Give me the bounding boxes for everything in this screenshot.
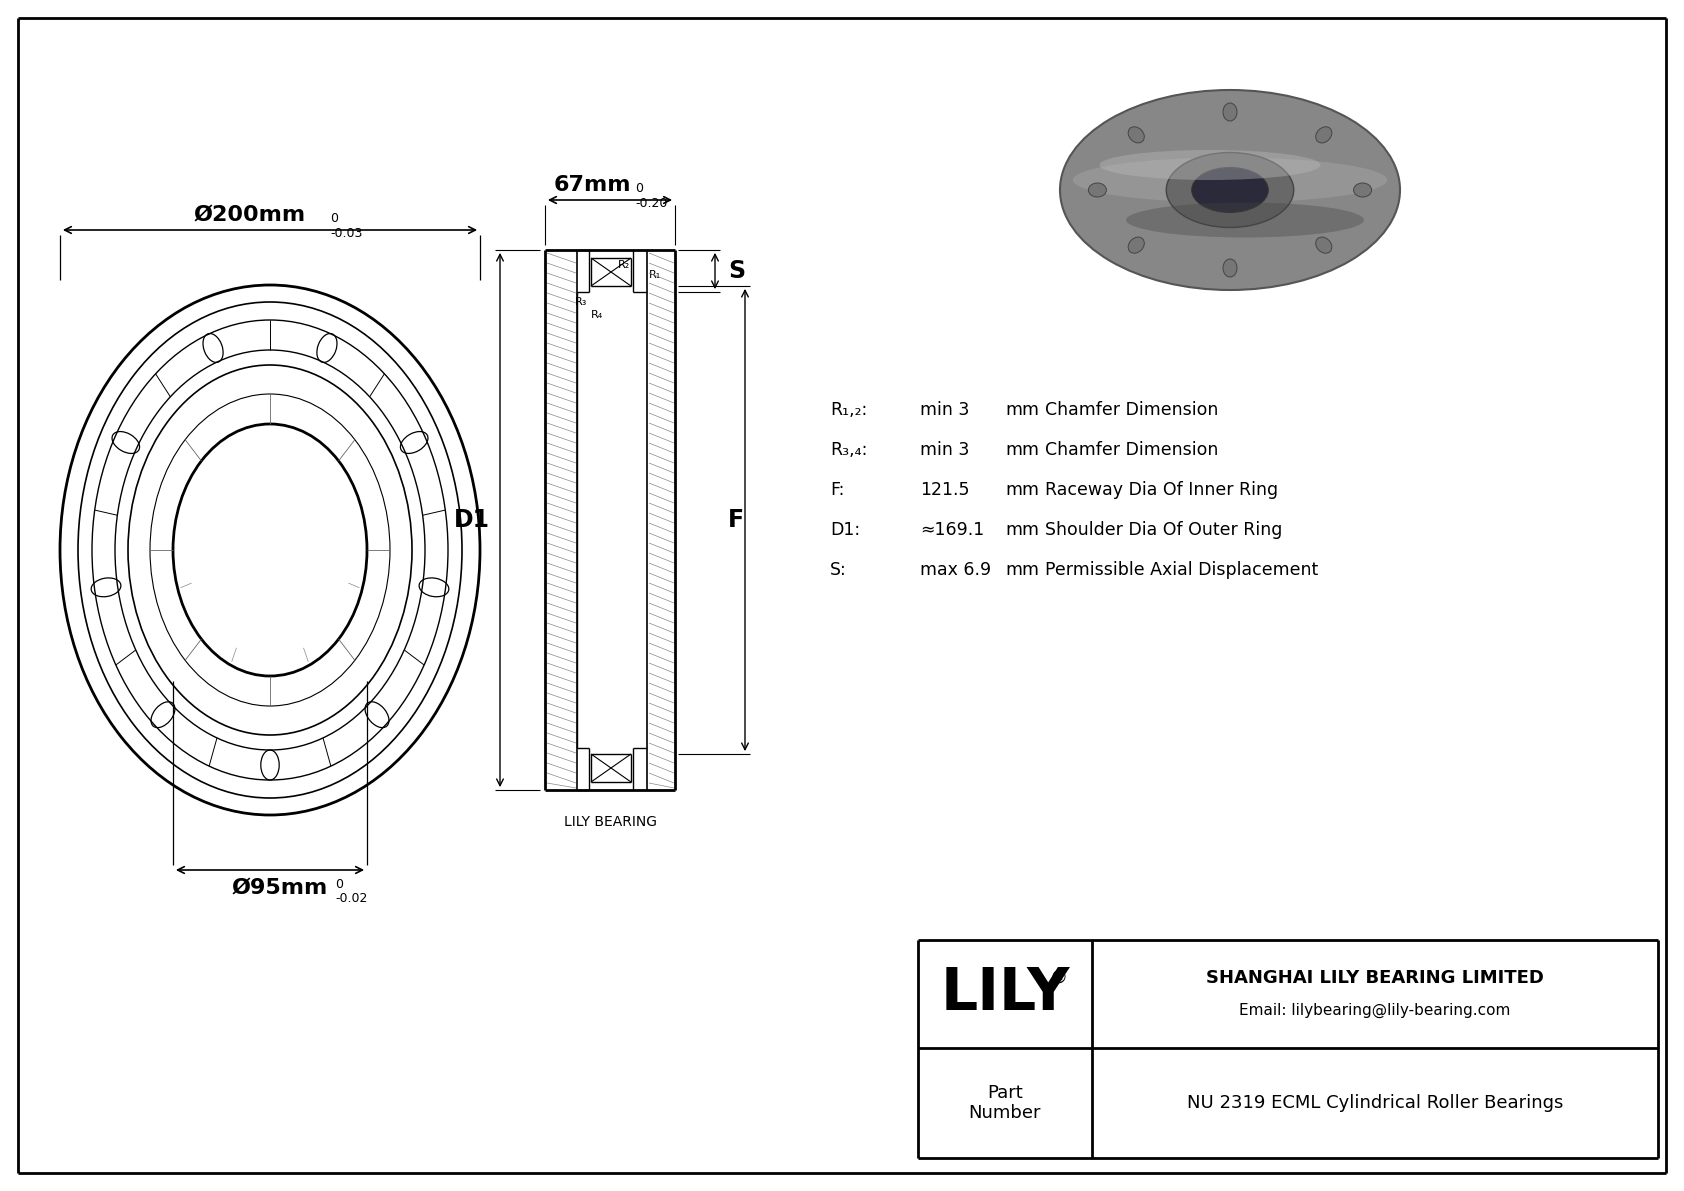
Ellipse shape bbox=[1223, 102, 1238, 121]
Ellipse shape bbox=[1128, 126, 1145, 143]
Text: Ø95mm: Ø95mm bbox=[232, 878, 328, 898]
Text: R₁: R₁ bbox=[648, 270, 662, 280]
Ellipse shape bbox=[1073, 157, 1388, 202]
Text: -0.20: -0.20 bbox=[635, 197, 667, 210]
Text: mm: mm bbox=[1005, 401, 1039, 419]
Text: max 6.9: max 6.9 bbox=[919, 561, 992, 579]
Text: Permissible Axial Displacement: Permissible Axial Displacement bbox=[1046, 561, 1319, 579]
Text: R₃,₄:: R₃,₄: bbox=[830, 441, 867, 459]
Text: Shoulder Dia Of Outer Ring: Shoulder Dia Of Outer Ring bbox=[1046, 520, 1283, 540]
Text: 67mm: 67mm bbox=[554, 175, 632, 195]
Text: -0.02: -0.02 bbox=[335, 892, 367, 905]
Text: D1: D1 bbox=[455, 509, 490, 532]
Text: mm: mm bbox=[1005, 441, 1039, 459]
Ellipse shape bbox=[1354, 183, 1371, 197]
Text: S: S bbox=[727, 258, 744, 283]
Ellipse shape bbox=[1059, 91, 1399, 289]
Text: ≈169.1: ≈169.1 bbox=[919, 520, 983, 540]
Ellipse shape bbox=[1315, 126, 1332, 143]
Text: min 3: min 3 bbox=[919, 401, 970, 419]
Text: Part
Number: Part Number bbox=[968, 1084, 1041, 1122]
Ellipse shape bbox=[1088, 183, 1106, 197]
Text: LILY BEARING: LILY BEARING bbox=[564, 815, 657, 829]
Text: SHANGHAI LILY BEARING LIMITED: SHANGHAI LILY BEARING LIMITED bbox=[1206, 969, 1544, 987]
Text: 0: 0 bbox=[635, 182, 643, 195]
Ellipse shape bbox=[1100, 150, 1320, 180]
Ellipse shape bbox=[1192, 168, 1268, 212]
Ellipse shape bbox=[1223, 258, 1238, 278]
Text: F: F bbox=[727, 509, 744, 532]
Text: R₃: R₃ bbox=[574, 297, 588, 307]
Text: 121.5: 121.5 bbox=[919, 481, 970, 499]
Text: D1:: D1: bbox=[830, 520, 861, 540]
Text: Chamfer Dimension: Chamfer Dimension bbox=[1046, 441, 1219, 459]
Ellipse shape bbox=[1128, 237, 1145, 254]
Text: R₂: R₂ bbox=[618, 260, 630, 270]
Ellipse shape bbox=[1167, 152, 1293, 227]
Text: R₁,₂:: R₁,₂: bbox=[830, 401, 867, 419]
Text: S:: S: bbox=[830, 561, 847, 579]
Text: min 3: min 3 bbox=[919, 441, 970, 459]
Text: 0: 0 bbox=[330, 212, 338, 225]
Text: mm: mm bbox=[1005, 561, 1039, 579]
Text: mm: mm bbox=[1005, 481, 1039, 499]
Text: LILY: LILY bbox=[940, 966, 1069, 1023]
Text: 0: 0 bbox=[335, 878, 344, 891]
Text: Raceway Dia Of Inner Ring: Raceway Dia Of Inner Ring bbox=[1046, 481, 1278, 499]
Text: NU 2319 ECML Cylindrical Roller Bearings: NU 2319 ECML Cylindrical Roller Bearings bbox=[1187, 1095, 1563, 1112]
Text: Chamfer Dimension: Chamfer Dimension bbox=[1046, 401, 1219, 419]
Text: Ø200mm: Ø200mm bbox=[194, 205, 306, 225]
Ellipse shape bbox=[1315, 237, 1332, 254]
Text: mm: mm bbox=[1005, 520, 1039, 540]
Text: Email: lilybearing@lily-bearing.com: Email: lilybearing@lily-bearing.com bbox=[1239, 1003, 1511, 1017]
Text: F:: F: bbox=[830, 481, 844, 499]
Text: -0.03: -0.03 bbox=[330, 227, 362, 241]
Text: R₄: R₄ bbox=[591, 310, 603, 320]
Text: ®: ® bbox=[1051, 969, 1068, 987]
Ellipse shape bbox=[1127, 202, 1364, 237]
